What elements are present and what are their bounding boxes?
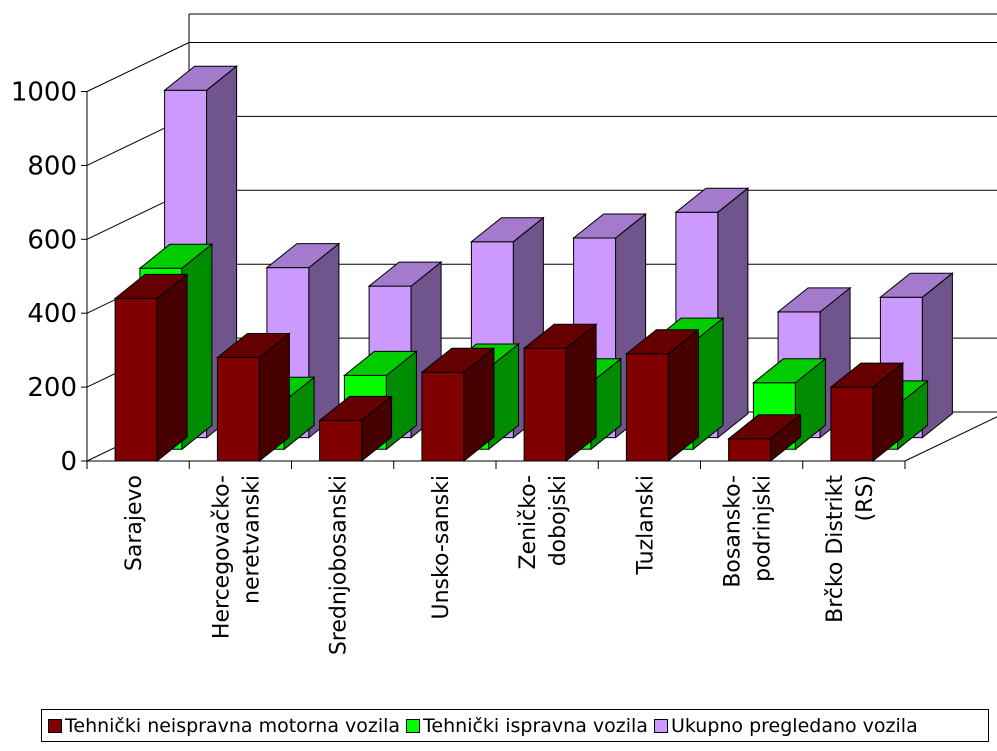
chart-3d-bar: 0 200 400 600 800 1000 Sarajevo Hercegovačko-ne…: [11, 13, 997, 656]
y-tick-label: 1000: [11, 78, 77, 108]
legend-item-ispravna: Tehnički ispravna vozila: [406, 715, 648, 737]
x-tick-label: dobojski: [546, 475, 571, 566]
bar-top: [878, 272, 954, 298]
bar-front: [523, 347, 567, 462]
bar-top: [318, 395, 394, 421]
bar-front: [728, 438, 772, 462]
bar-top: [367, 261, 443, 287]
bar-top: [674, 187, 750, 213]
bar-top: [522, 323, 598, 349]
bar-top: [751, 358, 827, 384]
bar-0-6: [727, 413, 803, 463]
legend-label-ukupno: Ukupno pregledano vozila: [670, 714, 918, 737]
y-tick-label: 400: [27, 299, 77, 329]
gridline-side: [86, 42, 190, 92]
x-tick-label: Brčko Distrikt: [823, 475, 848, 623]
x-tick-label: Zeničko-: [516, 475, 541, 570]
bar-front: [830, 386, 874, 462]
legend-label-ispravna: Tehnički ispravna vozila: [423, 714, 648, 737]
legend-swatch-neispravna: [48, 718, 62, 733]
bar-front: [114, 297, 158, 462]
bar-top: [163, 65, 239, 91]
bar-front: [216, 357, 260, 462]
bar-side: [156, 273, 188, 463]
bar-top: [829, 362, 905, 388]
x-tick-label: Srednjobosanski: [327, 475, 352, 655]
bar-front: [421, 371, 465, 462]
bar-0-0: [113, 273, 189, 463]
bar-0-7: [829, 362, 905, 463]
legend-swatch-ukupno: [653, 718, 668, 733]
bar-top: [420, 347, 496, 373]
bar-top: [624, 329, 700, 355]
x-tick-label: Hercegovačko-: [209, 475, 234, 639]
x-tick-label: (RS): [853, 475, 878, 521]
bar-0-5: [624, 328, 700, 463]
bar-0-2: [318, 395, 394, 463]
bar-top: [342, 350, 418, 376]
y-tick-labels: 0 200 400 600 800 1000: [11, 78, 77, 478]
legend-item-neispravna: Tehnički neispravna motorna vozila: [48, 715, 400, 737]
bar-0-3: [420, 347, 496, 463]
bar-top: [215, 333, 291, 358]
bar-top: [776, 287, 852, 313]
y-tick-label: 0: [60, 447, 77, 477]
bar-0-4: [522, 323, 598, 463]
legend-label-neispravna: Tehnički neispravna motorna vozila: [65, 714, 401, 737]
x-tick-label: Unsko-sanski: [429, 475, 454, 619]
legend: Tehnički neispravna motorna vozila Tehni…: [41, 709, 989, 742]
y-tick-label: 200: [27, 373, 77, 403]
x-tick-label: Sarajevo: [122, 475, 147, 571]
x-tick-label: Bosansko-: [721, 475, 746, 588]
x-tick-label: neretvanski: [239, 475, 264, 604]
bar-top: [113, 273, 189, 299]
bar-0-1: [215, 332, 291, 463]
y-tick-label: 600: [27, 225, 77, 255]
x-tick-label: Tuzlanski: [633, 475, 658, 575]
bar-front: [319, 419, 363, 462]
floor-right-edge: [904, 416, 997, 462]
bar-front: [625, 353, 669, 462]
bar-top: [138, 243, 214, 269]
y-tick-label: 800: [27, 151, 77, 181]
x-tick-label: podrinjski: [751, 475, 776, 582]
bar-top: [265, 243, 341, 269]
bar-top: [572, 213, 648, 239]
legend-item-ukupno: Ukupno pregledano vozila: [653, 714, 918, 737]
bar-top: [469, 217, 545, 243]
bars: [113, 65, 954, 463]
legend-swatch-ispravna: [406, 718, 421, 733]
x-tick-labels: Sarajevo Hercegovačko-neretvanski Srednjob…: [122, 475, 878, 656]
bar-top: [727, 414, 803, 440]
